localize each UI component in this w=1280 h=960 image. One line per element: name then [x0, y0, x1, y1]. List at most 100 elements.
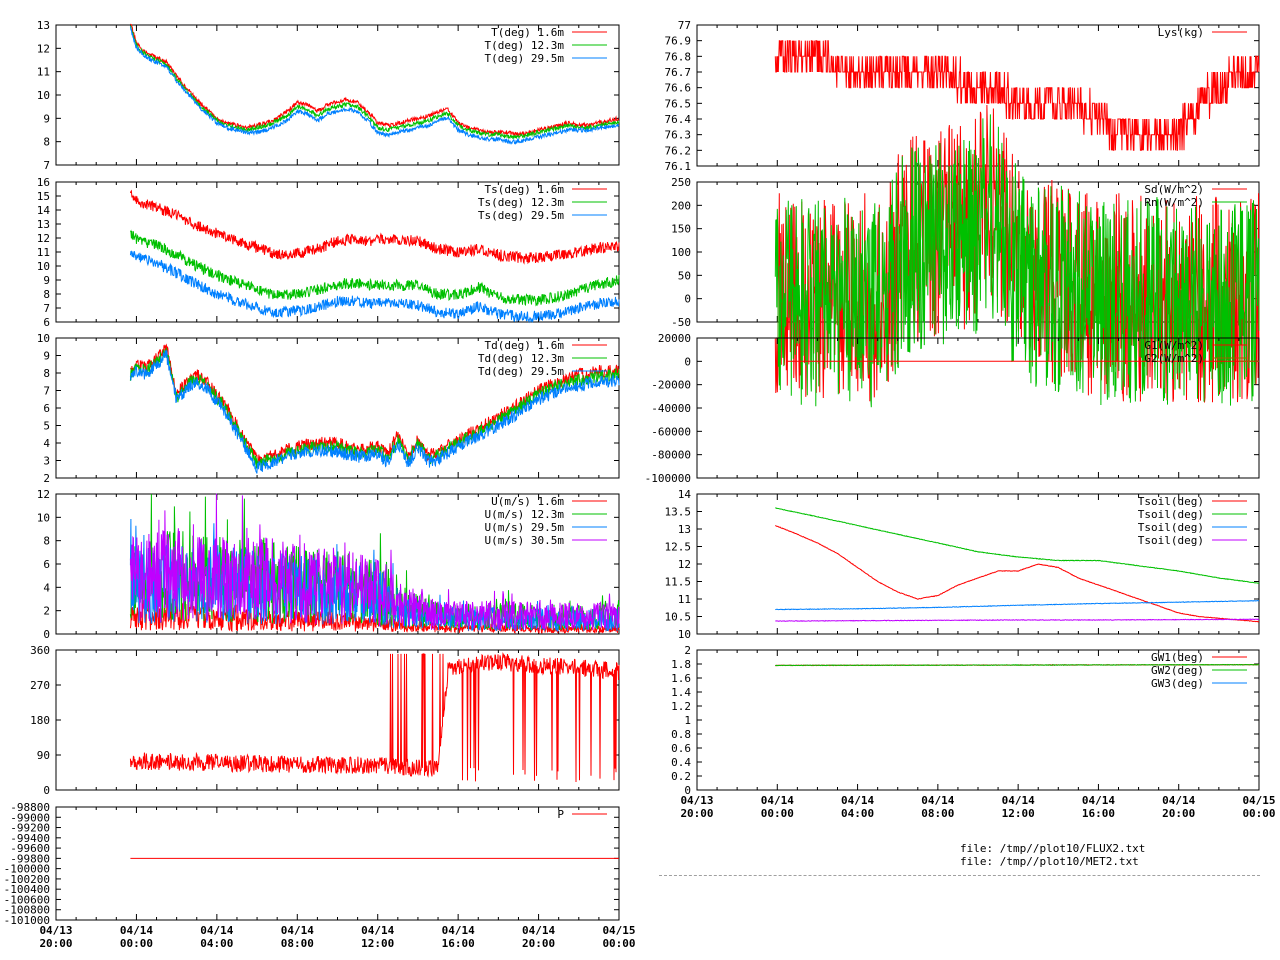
y-tick-label: 0 — [684, 784, 691, 797]
legend-label: G1(W/m^2) — [1144, 339, 1204, 352]
series-line-soil-temperature-0 — [775, 525, 1260, 623]
y-tick-label: 2 — [43, 605, 50, 618]
y-tick-label: 12 — [37, 488, 50, 501]
y-tick-label: 13 — [37, 218, 50, 231]
legend-label: U(m/s) 12.3m — [485, 508, 565, 521]
file-label-flux: file: /tmp//plot10/FLUX2.txt — [960, 842, 1146, 855]
y-tick-label: 100 — [671, 246, 691, 259]
x-tick-date: 04/14 — [522, 924, 555, 937]
legend-label: Ts(deg) 12.3m — [478, 196, 564, 209]
y-tick-label: 76.8 — [665, 50, 692, 63]
y-tick-label: 14 — [37, 204, 51, 217]
y-tick-label: 6 — [43, 558, 50, 571]
series-line-wind-direction-0 — [129, 652, 620, 783]
series-line-surface-temperature-2 — [129, 250, 620, 324]
legend-label: Tsoil(deg) — [1138, 508, 1204, 521]
y-tick-label: 7 — [43, 385, 50, 398]
y-tick-label: 16 — [37, 176, 50, 189]
series-line-wind-speed-0 — [129, 590, 620, 634]
dashed-separator — [659, 875, 1260, 876]
y-tick-label: 13 — [37, 19, 50, 32]
series-line-wind-speed-3 — [129, 493, 620, 631]
y-tick-label: 1.2 — [671, 700, 691, 713]
y-tick-label: 0.6 — [671, 742, 691, 755]
legend-label: Tsoil(deg) — [1138, 534, 1204, 547]
legend-label: G2(W/m^2) — [1144, 352, 1204, 365]
y-tick-label: 5 — [43, 420, 50, 433]
y-tick-label: 6 — [43, 316, 50, 329]
y-tick-label: -99000 — [10, 811, 50, 824]
x-tick-date: 04/14 — [120, 924, 153, 937]
legend-label: T(deg) 1.6m — [491, 26, 564, 39]
y-tick-label: 13.5 — [665, 506, 692, 519]
legend-label: Td(deg) 1.6m — [485, 339, 565, 352]
y-tick-label: 0.4 — [671, 756, 691, 769]
y-tick-label: 8 — [43, 367, 50, 380]
x-tick-date: 04/14 — [281, 924, 314, 937]
legend-label: T(deg) 12.3m — [485, 39, 565, 52]
y-tick-label: 10 — [37, 89, 50, 102]
y-tick-label: 12 — [678, 558, 691, 571]
y-tick-label: 9 — [43, 350, 50, 363]
y-tick-label: -20000 — [651, 379, 691, 392]
x-tick-date: 04/13 — [39, 924, 72, 937]
y-tick-label: 7 — [43, 302, 50, 315]
y-tick-label: 76.2 — [665, 144, 692, 157]
x-tick-time: 20:00 — [39, 937, 72, 950]
y-tick-label: -100800 — [4, 904, 50, 917]
y-tick-label: 13 — [678, 523, 691, 536]
x-tick-time: 16:00 — [442, 937, 475, 950]
y-tick-label: 9 — [43, 112, 50, 125]
y-tick-label: 12.5 — [665, 541, 692, 554]
y-tick-label: 76.7 — [665, 66, 692, 79]
x-tick-time: 00:00 — [602, 937, 635, 950]
x-tick-time: 04:00 — [200, 937, 233, 950]
y-tick-label: 1.6 — [671, 672, 691, 685]
y-tick-label: 1 — [684, 714, 691, 727]
legend-label: U(m/s) 30.5m — [485, 534, 565, 547]
legend-label: Td(deg) 29.5m — [478, 365, 564, 378]
y-tick-label: -100200 — [4, 873, 50, 886]
y-tick-label: 0 — [684, 293, 691, 306]
series-line-dewpoint-2 — [129, 350, 620, 474]
x-tick-time: 00:00 — [761, 807, 794, 820]
x-tick-date: 04/15 — [1242, 794, 1275, 807]
x-tick-time: 00:00 — [1242, 807, 1275, 820]
series-line-surface-temperature-0 — [129, 189, 620, 265]
y-tick-label: 90 — [37, 749, 50, 762]
y-tick-label: 76.6 — [665, 82, 692, 95]
series-line-air-temperature-2 — [129, 26, 620, 145]
y-tick-label: 11 — [37, 246, 50, 259]
y-tick-label: 180 — [30, 714, 50, 727]
legend-label: Tsoil(deg) — [1138, 495, 1204, 508]
y-tick-label: -100000 — [4, 863, 50, 876]
series-line-dewpoint-1 — [129, 347, 620, 469]
y-tick-label: 4 — [43, 437, 50, 450]
y-tick-label: 10.5 — [665, 611, 692, 624]
y-tick-label: 76.5 — [665, 97, 692, 110]
series-line-soil-temperature-3 — [775, 618, 1260, 622]
y-tick-label: 2 — [43, 472, 50, 485]
y-tick-label: 76.9 — [665, 35, 692, 48]
y-tick-label: -100600 — [4, 893, 50, 906]
y-tick-label: 200 — [671, 199, 691, 212]
x-tick-date: 04/14 — [200, 924, 233, 937]
y-tick-label: 50 — [678, 269, 691, 282]
y-tick-label: 0 — [43, 784, 50, 797]
x-tick-date: 04/14 — [442, 924, 475, 937]
y-tick-label: 77 — [678, 19, 691, 32]
y-tick-label: 7 — [43, 159, 50, 172]
series-line-soil-temperature-2 — [775, 599, 1260, 611]
x-tick-time: 12:00 — [361, 937, 394, 950]
x-tick-time: 12:00 — [1002, 807, 1035, 820]
legend-label: GW3(deg) — [1151, 677, 1204, 690]
file-info: file: /tmp//plot10/FLUX2.txt file: /tmp/… — [960, 842, 1145, 868]
y-tick-label: -99200 — [10, 822, 50, 835]
y-tick-label: 250 — [671, 176, 691, 189]
y-tick-label: 360 — [30, 644, 50, 657]
x-tick-time: 00:00 — [120, 937, 153, 950]
series-line-surface-temperature-1 — [129, 229, 620, 307]
x-tick-date: 04/14 — [1002, 794, 1035, 807]
series-line-soil-temperature-1 — [775, 507, 1260, 584]
y-tick-label: 12 — [37, 42, 50, 55]
